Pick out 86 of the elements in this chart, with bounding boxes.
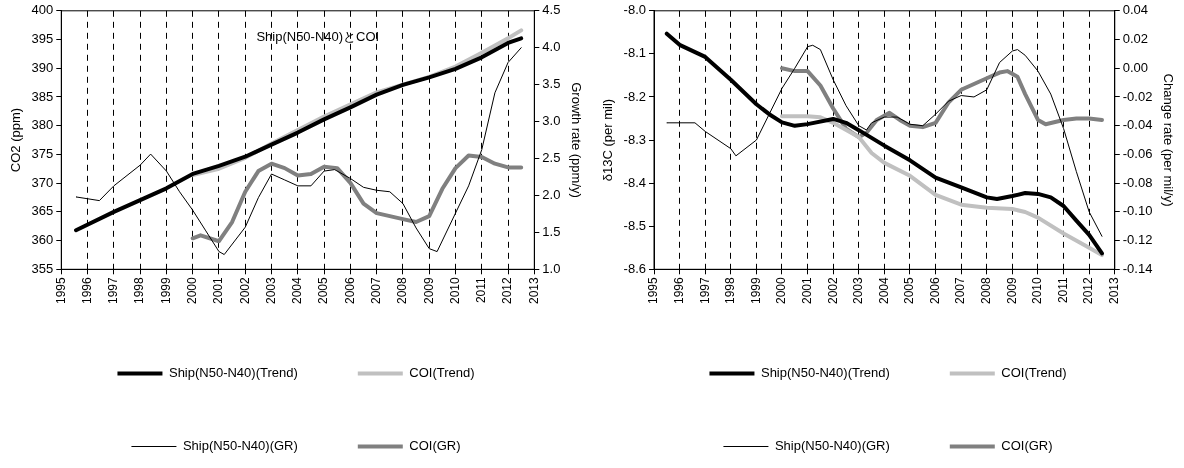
- x-tick-label: 2001: [799, 276, 814, 305]
- x-tick-label: 2007: [368, 276, 383, 305]
- x-tick-label: 2007: [953, 276, 968, 305]
- y2-tick-label: 0.00: [1122, 59, 1149, 75]
- x-tick-label: 1999: [748, 276, 763, 305]
- x-tick-label: 2003: [851, 276, 866, 305]
- y-tick-label: 395: [31, 31, 54, 47]
- legend-label: Ship(N50-N40)(Trend): [760, 365, 890, 381]
- y2-tick-label: 3.5: [542, 76, 561, 92]
- x-tick-label: 2008: [979, 276, 994, 305]
- y-tick-label: -8.5: [623, 217, 646, 233]
- x-tick-label: 2005: [902, 276, 917, 305]
- x-tick-label: 2010: [1030, 276, 1045, 305]
- y2-tick-label: -0.06: [1122, 145, 1153, 161]
- x-tick-label: 1996: [79, 276, 94, 305]
- y-axis-title: δ13C (per mil): [600, 98, 616, 182]
- y-tick-label: -8.2: [623, 88, 646, 104]
- y2-tick-label: 2.0: [542, 187, 561, 203]
- y-tick-label: 365: [31, 203, 54, 219]
- y-tick-label: -8.6: [623, 260, 646, 276]
- x-tick-label: 1997: [697, 276, 712, 305]
- x-tick-label: 2008: [395, 276, 410, 305]
- y-tick-label: 400: [31, 2, 54, 18]
- y2-tick-label: -0.08: [1122, 174, 1153, 190]
- x-tick-label: 1995: [53, 276, 68, 305]
- y-tick-label: 355: [31, 260, 54, 276]
- y-tick-label: -8.3: [623, 131, 646, 147]
- y-axis-title: CO2 (ppm): [8, 107, 24, 173]
- y2-axis-title: Change rate (per mil/y): [1160, 73, 1176, 207]
- legend-label: COI(GR): [409, 438, 461, 454]
- legend-label: COI(Trend): [1001, 365, 1067, 381]
- y-tick-label: -8.4: [623, 174, 646, 190]
- y2-tick-label: 1.5: [542, 223, 561, 239]
- y2-tick-label: 3.0: [542, 113, 561, 129]
- y2-tick-label: 1.0: [542, 260, 561, 276]
- x-tick-label: 2004: [290, 276, 305, 305]
- y2-tick-label: 0.02: [1122, 31, 1149, 47]
- x-tick-label: 2006: [342, 276, 357, 305]
- x-tick-label: 2003: [263, 276, 278, 305]
- x-tick-label: 2013: [526, 276, 541, 305]
- x-tick-label: 1999: [158, 276, 173, 305]
- x-tick-label: 2009: [421, 276, 436, 305]
- legend-label: Ship(N50-N40)(Trend): [168, 365, 298, 381]
- x-tick-label: 2012: [500, 276, 515, 305]
- y2-tick-label: 2.5: [542, 150, 561, 166]
- x-tick-label: 2006: [927, 276, 942, 305]
- legend-label: COI(GR): [1001, 438, 1053, 454]
- x-tick-label: 1998: [132, 276, 147, 305]
- y2-tick-label: -0.14: [1122, 260, 1153, 276]
- x-tick-label: 2011: [1055, 276, 1070, 304]
- y2-tick-label: 4.5: [542, 2, 561, 18]
- legend-label: Ship(N50-N40)(GR): [774, 438, 890, 454]
- legend-label: Ship(N50-N40)(GR): [182, 438, 298, 454]
- x-tick-label: 2013: [1107, 276, 1122, 305]
- y2-tick-label: 4.0: [542, 39, 561, 55]
- y-tick-label: 385: [31, 88, 54, 104]
- x-tick-label: 2002: [237, 276, 252, 305]
- x-tick-label: 2005: [316, 276, 331, 305]
- y2-axis-title: Growth rate (ppm/y): [568, 82, 584, 198]
- y-tick-label: -8.0: [623, 2, 646, 18]
- x-tick-label: 2011: [474, 276, 489, 304]
- x-tick-label: 2004: [876, 276, 891, 305]
- y2-tick-label: -0.12: [1122, 232, 1153, 248]
- legend-label: COI(Trend): [409, 365, 475, 381]
- y2-tick-label: -0.02: [1122, 88, 1153, 104]
- y2-tick-label: -0.04: [1122, 117, 1153, 133]
- x-tick-label: 2000: [774, 276, 789, 305]
- x-tick-label: 2001: [211, 276, 226, 305]
- x-tick-label: 1995: [646, 276, 661, 305]
- y-tick-label: -8.1: [623, 45, 646, 61]
- y-tick-label: 360: [31, 232, 54, 248]
- x-tick-label: 2010: [447, 276, 462, 305]
- y-tick-label: 380: [31, 117, 54, 133]
- y-tick-label: 375: [31, 145, 54, 161]
- x-tick-label: 2000: [185, 276, 199, 305]
- y2-tick-label: 0.04: [1122, 2, 1149, 18]
- x-tick-label: 1998: [723, 276, 738, 305]
- y2-tick-label: -0.10: [1122, 203, 1153, 219]
- x-tick-label: 1996: [671, 276, 686, 305]
- y-tick-label: 390: [31, 59, 54, 75]
- x-tick-label: 2012: [1081, 276, 1096, 305]
- y-tick-label: 370: [31, 174, 54, 190]
- x-tick-label: 1997: [106, 276, 121, 305]
- annotation: Ship(N50-N40)とCOI: [256, 28, 380, 44]
- x-tick-label: 2002: [825, 276, 840, 305]
- x-tick-label: 2009: [1004, 276, 1019, 305]
